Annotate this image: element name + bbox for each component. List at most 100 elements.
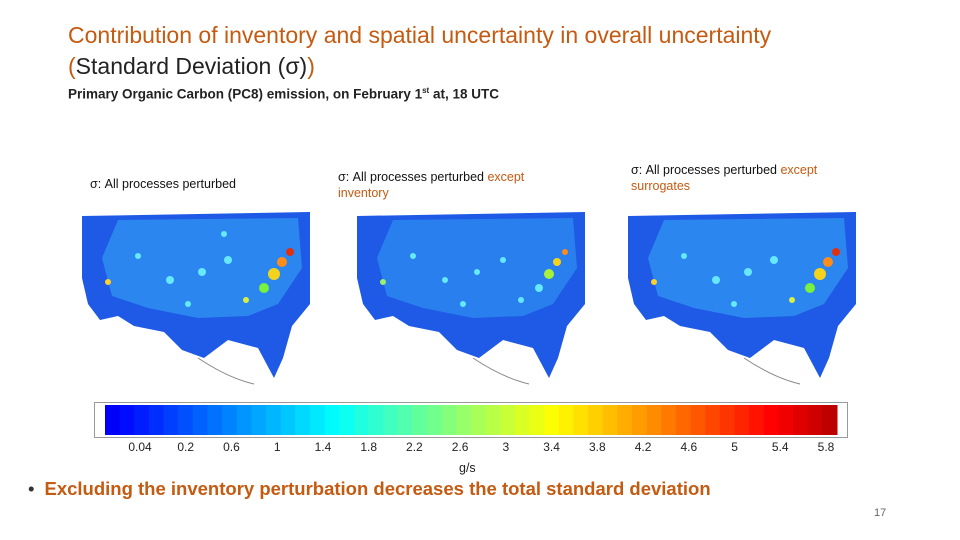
- colorbar-swatch: [192, 405, 208, 435]
- colorbar-swatch: [119, 405, 135, 435]
- colorbar-swatch: [280, 405, 296, 435]
- colorbar-swatch: [207, 405, 223, 435]
- colorbar-swatch: [719, 405, 736, 435]
- map-1-hotspots: [105, 231, 294, 307]
- colorbar-swatch: [661, 405, 677, 435]
- colorbar-swatch: [807, 405, 823, 435]
- map-3-coast: [743, 357, 801, 385]
- title-line-2: (Standard Deviation (σ)): [68, 51, 898, 82]
- panel-label-except-inventory: σ: All processes perturbed except invent…: [338, 169, 568, 201]
- panel-label-except-surrogates: σ: All processes perturbed except surrog…: [631, 162, 861, 194]
- colorbar-swatch: [514, 405, 531, 435]
- colorbar-tick-label: 1: [273, 440, 281, 454]
- colorbar-swatch: [441, 405, 457, 435]
- panel-label-all: σ: All processes perturbed: [90, 176, 236, 192]
- colorbar-swatch: [148, 405, 165, 435]
- colorbar-swatch: [427, 405, 443, 435]
- colorbar-tick-label: 0.04: [128, 440, 152, 454]
- subtitle-ordinal: st: [422, 86, 430, 95]
- colorbar-swatch: [471, 405, 487, 435]
- colorbar-swatch: [822, 405, 838, 435]
- title-line-1: Contribution of inventory and spatial un…: [68, 22, 772, 48]
- colorbar-tick-label: 0.6: [223, 440, 240, 454]
- colorbar-swatch: [573, 405, 589, 435]
- colorbar-swatch: [368, 405, 384, 435]
- map-2-hotspots: [380, 249, 568, 307]
- colorbar-swatch: [675, 405, 692, 435]
- colorbar-swatch: [500, 405, 516, 435]
- colorbar-swatch: [456, 405, 472, 435]
- colorbar-swatch: [558, 405, 574, 435]
- panel-label-surrogates-main: σ: All processes perturbed: [631, 163, 781, 177]
- colorbar-swatch: [793, 405, 809, 435]
- bullet-point: • Excluding the inventory perturbation de…: [28, 478, 711, 500]
- colorbar-tick-label: 1.4: [314, 440, 332, 454]
- map-all-processes: [78, 208, 314, 386]
- colorbar-swatch: [163, 405, 179, 435]
- colorbar-swatch: [324, 405, 340, 435]
- colorbar-swatch: [266, 405, 282, 435]
- colorbar-swatch: [734, 405, 750, 435]
- colorbar-swatch: [383, 405, 399, 435]
- subtitle-prefix: Primary Organic Carbon (PC8) emission, o…: [68, 86, 423, 102]
- map-2-interior: [377, 218, 577, 318]
- map-except-inventory: [353, 208, 589, 386]
- colorbar-swatch: [251, 405, 267, 435]
- colorbar-ticks: 0.04 0.2 0.6 1 1.4 1.8 2.2 2.6 3 3.4 3.8 4.2 4.6 5 5.4…: [94, 440, 846, 456]
- colorbar-swatch: [632, 405, 648, 435]
- slide-title: Contribution of inventory and spatial un…: [68, 20, 898, 82]
- bullet-text: Excluding the inventory perturbation dec…: [44, 478, 711, 499]
- colorbar-tick-label: 2.2: [406, 440, 423, 454]
- colorbar-swatch: [602, 405, 618, 435]
- colorbar-swatch: [353, 405, 370, 435]
- map-1-coast: [197, 357, 255, 385]
- colorbar-tick-label: 5.4: [771, 440, 789, 454]
- title-paren-close: ): [307, 53, 315, 79]
- colorbar-tick-label: 4.6: [680, 440, 698, 454]
- colorbar-tick-label: 0.2: [177, 440, 195, 454]
- colorbar-tick-label: 3.4: [543, 440, 560, 454]
- colorbar-swatch: [134, 405, 150, 435]
- panel-label-inventory-main: σ: All processes perturbed: [338, 170, 488, 184]
- colorbar-swatch: [529, 405, 545, 435]
- colorbar-swatch: [705, 405, 721, 435]
- page-number: 17: [874, 507, 887, 519]
- panel-label-inventory-except: except inventory: [338, 170, 525, 200]
- colorbar-swatch: [778, 405, 794, 435]
- colorbar: [94, 402, 848, 438]
- colorbar-tick-label: 4.2: [634, 440, 652, 454]
- map-2-coast: [472, 357, 530, 385]
- colorbar-swatch: [763, 405, 779, 435]
- colorbar-swatch: [105, 405, 121, 435]
- title-stddev: Standard Deviation (σ): [75, 53, 308, 79]
- bullet-symbol: •: [28, 478, 35, 499]
- panel-label-all-main: σ: All processes perturbed: [90, 177, 236, 191]
- colorbar-swatch: [339, 405, 355, 435]
- colorbar-tick-label: 5: [731, 440, 738, 454]
- colorbar-swatch: [646, 405, 662, 435]
- panel-label-surrogates-except: except surrogates: [631, 163, 818, 193]
- colorbar-swatch: [588, 405, 604, 435]
- colorbar-swatch: [222, 405, 238, 435]
- colorbar-tick-label: 2.6: [451, 440, 469, 454]
- title-paren-open: (: [68, 53, 76, 79]
- map-3-hotspots: [651, 248, 840, 307]
- colorbar-tick-label: 3.8: [588, 440, 606, 454]
- map-except-surrogates: [624, 208, 860, 386]
- colorbar-swatch: [178, 405, 194, 435]
- colorbar-units: g/s: [459, 461, 476, 475]
- slide-subtitle: Primary Organic Carbon (PC8) emission, o…: [68, 86, 499, 102]
- subtitle-suffix: at, 18 UTC: [429, 86, 500, 102]
- colorbar-tick-label: 3: [502, 440, 510, 454]
- colorbar-swatch: [412, 405, 428, 435]
- colorbar-swatch: [690, 405, 706, 435]
- colorbar-swatch: [295, 405, 311, 435]
- colorbar-swatch: [309, 405, 326, 435]
- colorbar-tick-label: 5.8: [817, 440, 835, 454]
- colorbar-swatch: [617, 405, 633, 435]
- colorbar-swatches: [105, 405, 838, 435]
- colorbar-swatch: [236, 405, 252, 435]
- colorbar-tick-label: 1.8: [360, 440, 377, 454]
- colorbar-swatch: [485, 405, 501, 435]
- colorbar-swatch: [544, 405, 560, 435]
